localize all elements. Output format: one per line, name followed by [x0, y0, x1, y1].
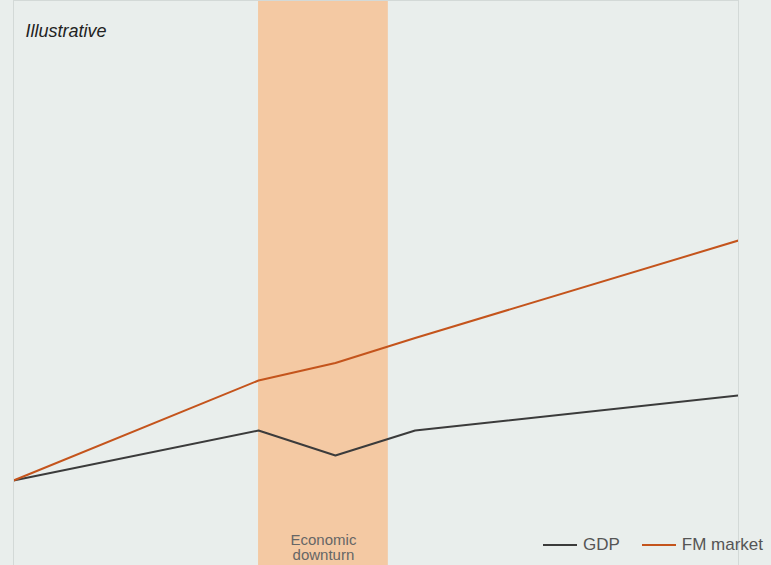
- svg-text:Illustrative: Illustrative: [26, 21, 107, 41]
- svg-text:Economicdownturn: Economicdownturn: [291, 531, 357, 563]
- html-text:FM market: FM market: [681, 535, 763, 554]
- html-text:GDP: GDP: [582, 535, 620, 554]
